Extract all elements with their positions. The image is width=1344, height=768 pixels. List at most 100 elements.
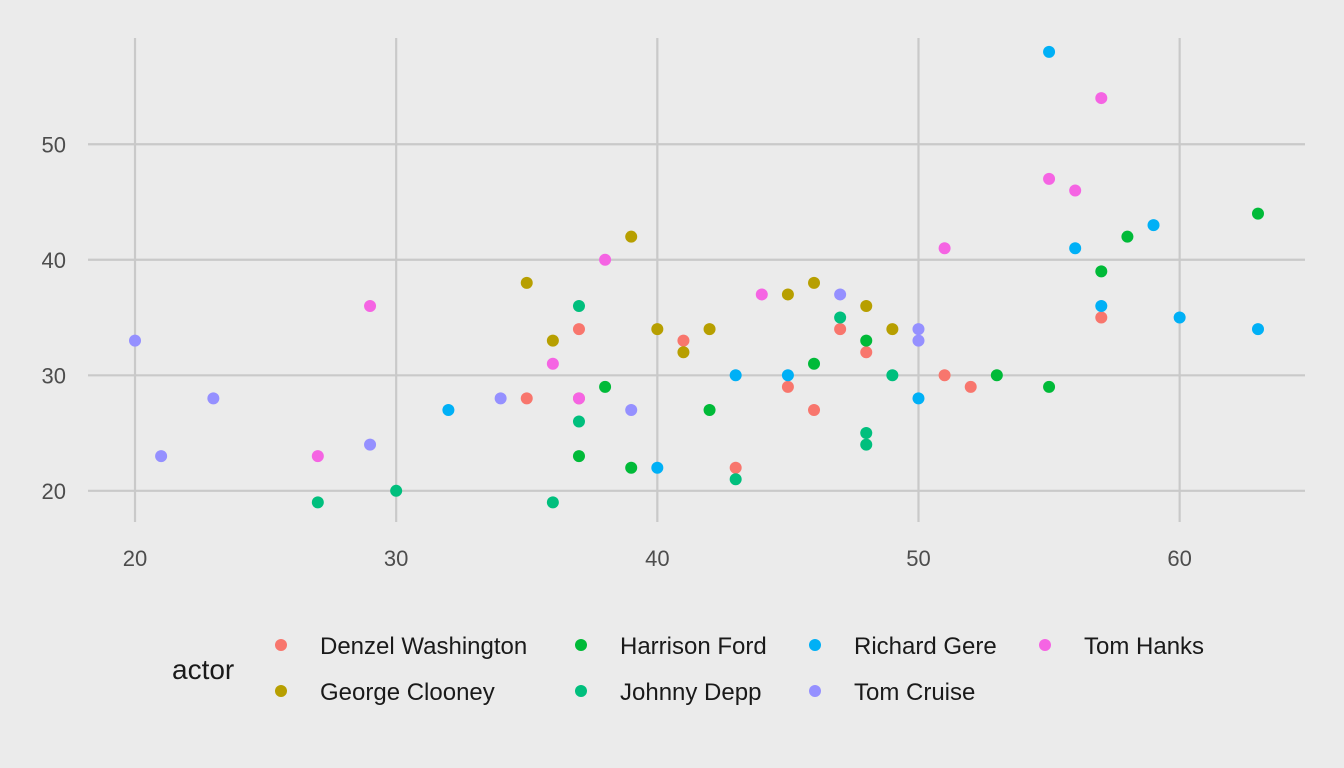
legend-item-denzel-washington: Denzel Washington	[275, 633, 527, 660]
data-point-johnny-depp	[834, 311, 847, 324]
y-axis-tick-labels: 20 30 40 50	[42, 132, 66, 504]
legend-label: Johnny Depp	[620, 679, 761, 706]
legend-item-tom-cruise: Tom Cruise	[809, 679, 975, 706]
data-point-denzel-washington	[808, 403, 821, 416]
data-point-tom-hanks	[1069, 184, 1082, 197]
data-point-denzel-washington	[729, 461, 742, 474]
data-point-richard-gere	[1173, 311, 1186, 324]
data-point-tom-hanks	[938, 242, 951, 255]
data-point-johnny-depp	[311, 496, 324, 509]
data-point-george-clooney	[651, 323, 664, 336]
legend-key-tom-hanks	[1039, 639, 1051, 651]
data-point-tom-cruise	[207, 392, 220, 405]
legend-item-tom-hanks: Tom Hanks	[1039, 633, 1204, 660]
x-tick-label: 60	[1167, 546, 1191, 571]
data-point-tom-hanks	[572, 392, 585, 405]
data-point-tom-hanks	[546, 357, 559, 370]
legend-title: actor	[172, 654, 234, 685]
legend-label: Denzel Washington	[320, 633, 527, 660]
legend-key-johnny-depp	[575, 685, 587, 697]
data-point-johnny-depp	[546, 496, 559, 509]
data-point-harrison-ford	[572, 450, 585, 463]
data-point-harrison-ford	[860, 334, 873, 347]
data-point-george-clooney	[886, 323, 899, 336]
data-point-tom-hanks	[1043, 172, 1056, 185]
legend-label: Richard Gere	[854, 633, 997, 660]
legend-label: Harrison Ford	[620, 633, 767, 660]
data-point-richard-gere	[1251, 323, 1264, 336]
data-point-johnny-depp	[729, 473, 742, 486]
data-point-george-clooney	[546, 334, 559, 347]
x-axis-tick-labels: 20 30 40 50 60	[123, 546, 1192, 571]
data-point-george-clooney	[520, 276, 533, 289]
data-point-harrison-ford	[1043, 380, 1056, 393]
data-point-tom-hanks	[599, 253, 612, 266]
data-point-johnny-depp	[860, 427, 873, 440]
data-point-george-clooney	[808, 276, 821, 289]
legend-key-george-clooney	[275, 685, 287, 697]
data-point-tom-cruise	[155, 450, 168, 463]
legend-key-richard-gere	[809, 639, 821, 651]
y-tick-label: 50	[42, 132, 66, 157]
data-point-tom-cruise	[834, 288, 847, 301]
data-point-tom-hanks	[364, 299, 377, 312]
data-point-richard-gere	[1095, 299, 1108, 312]
grid-lines	[88, 38, 1305, 522]
y-tick-label: 20	[42, 479, 66, 504]
data-point-tom-cruise	[625, 403, 638, 416]
data-point-johnny-depp	[886, 369, 899, 382]
y-tick-label: 30	[42, 363, 66, 388]
data-point-johnny-depp	[572, 415, 585, 428]
data-point-harrison-ford	[1121, 230, 1134, 243]
data-point-denzel-washington	[1095, 311, 1108, 324]
legend-label: Tom Cruise	[854, 679, 975, 706]
data-point-denzel-washington	[938, 369, 951, 382]
data-point-denzel-washington	[834, 323, 847, 336]
legend-label: Tom Hanks	[1084, 633, 1204, 660]
data-point-harrison-ford	[1095, 265, 1108, 278]
data-point-denzel-washington	[964, 380, 977, 393]
data-point-denzel-washington	[781, 380, 794, 393]
data-point-tom-cruise	[129, 334, 142, 347]
data-point-richard-gere	[1043, 45, 1056, 58]
data-point-tom-cruise	[364, 438, 377, 451]
data-point-tom-hanks	[311, 450, 324, 463]
data-point-tom-cruise	[912, 334, 925, 347]
data-point-harrison-ford	[599, 380, 612, 393]
data-point-tom-hanks	[1095, 92, 1108, 105]
data-point-johnny-depp	[572, 299, 585, 312]
data-point-richard-gere	[1069, 242, 1082, 255]
data-point-tom-cruise	[912, 323, 925, 336]
data-points	[129, 45, 1264, 509]
legend-items: Denzel Washington George Clooney Harrison …	[275, 633, 1204, 706]
legend-item-johnny-depp: Johnny Depp	[575, 679, 761, 706]
legend-item-richard-gere: Richard Gere	[809, 633, 997, 660]
data-point-denzel-washington	[677, 334, 690, 347]
data-point-johnny-depp	[390, 484, 403, 497]
data-point-george-clooney	[625, 230, 638, 243]
x-tick-label: 50	[906, 546, 930, 571]
data-point-harrison-ford	[703, 403, 716, 416]
data-point-harrison-ford	[625, 461, 638, 474]
legend-key-tom-cruise	[809, 685, 821, 697]
data-point-george-clooney	[860, 299, 873, 312]
data-point-denzel-washington	[572, 323, 585, 336]
data-point-denzel-washington	[520, 392, 533, 405]
data-point-tom-cruise	[494, 392, 507, 405]
legend-item-george-clooney: George Clooney	[275, 679, 495, 706]
legend-label: George Clooney	[320, 679, 495, 706]
data-point-harrison-ford	[808, 357, 821, 370]
data-point-richard-gere	[651, 461, 664, 474]
data-point-richard-gere	[442, 403, 455, 416]
data-point-george-clooney	[703, 323, 716, 336]
x-tick-label: 30	[384, 546, 408, 571]
data-point-richard-gere	[729, 369, 742, 382]
legend-item-harrison-ford: Harrison Ford	[575, 633, 767, 660]
legend-key-harrison-ford	[575, 639, 587, 651]
x-tick-label: 40	[645, 546, 669, 571]
data-point-george-clooney	[677, 346, 690, 359]
legend: actor Denzel Washington George Clooney Har…	[172, 633, 1204, 706]
data-point-richard-gere	[781, 369, 794, 382]
legend-key-denzel-washington	[275, 639, 287, 651]
